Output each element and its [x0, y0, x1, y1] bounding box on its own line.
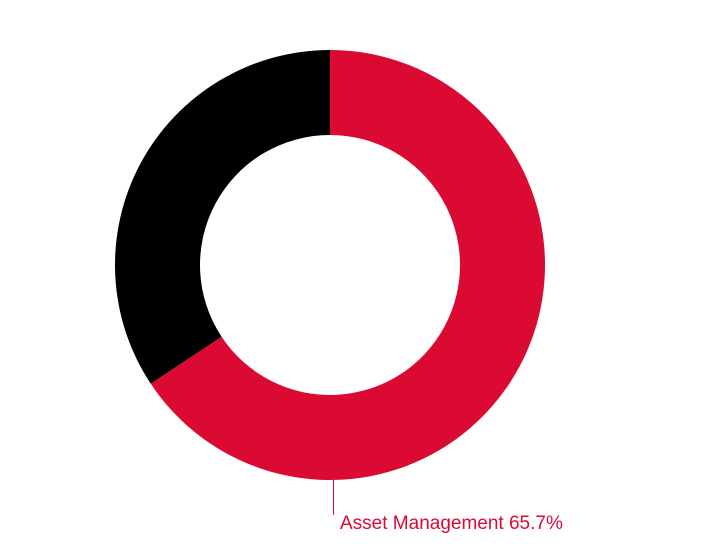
slice-label-asset-management: Asset Management 65.7%: [340, 513, 563, 535]
donut-chart: Asset Management 65.7%: [0, 0, 714, 556]
callout-leader-vertical: [333, 475, 334, 515]
donut-svg: [0, 0, 714, 556]
donut-slice: [115, 50, 330, 384]
